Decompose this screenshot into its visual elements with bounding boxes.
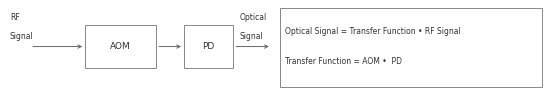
Bar	[184, 25, 233, 68]
Text: Signal: Signal	[10, 32, 33, 41]
Text: Signal: Signal	[240, 32, 264, 41]
Text: RF: RF	[10, 13, 20, 22]
Bar	[85, 25, 156, 68]
Bar	[280, 8, 542, 87]
Text: PD: PD	[203, 42, 215, 51]
Text: Optical: Optical	[240, 13, 267, 22]
Text: Optical Signal = Transfer Function • RF Signal: Optical Signal = Transfer Function • RF …	[285, 27, 461, 36]
Text: AOM: AOM	[110, 42, 131, 51]
Text: Transfer Function = AOM •  PD: Transfer Function = AOM • PD	[285, 57, 402, 66]
